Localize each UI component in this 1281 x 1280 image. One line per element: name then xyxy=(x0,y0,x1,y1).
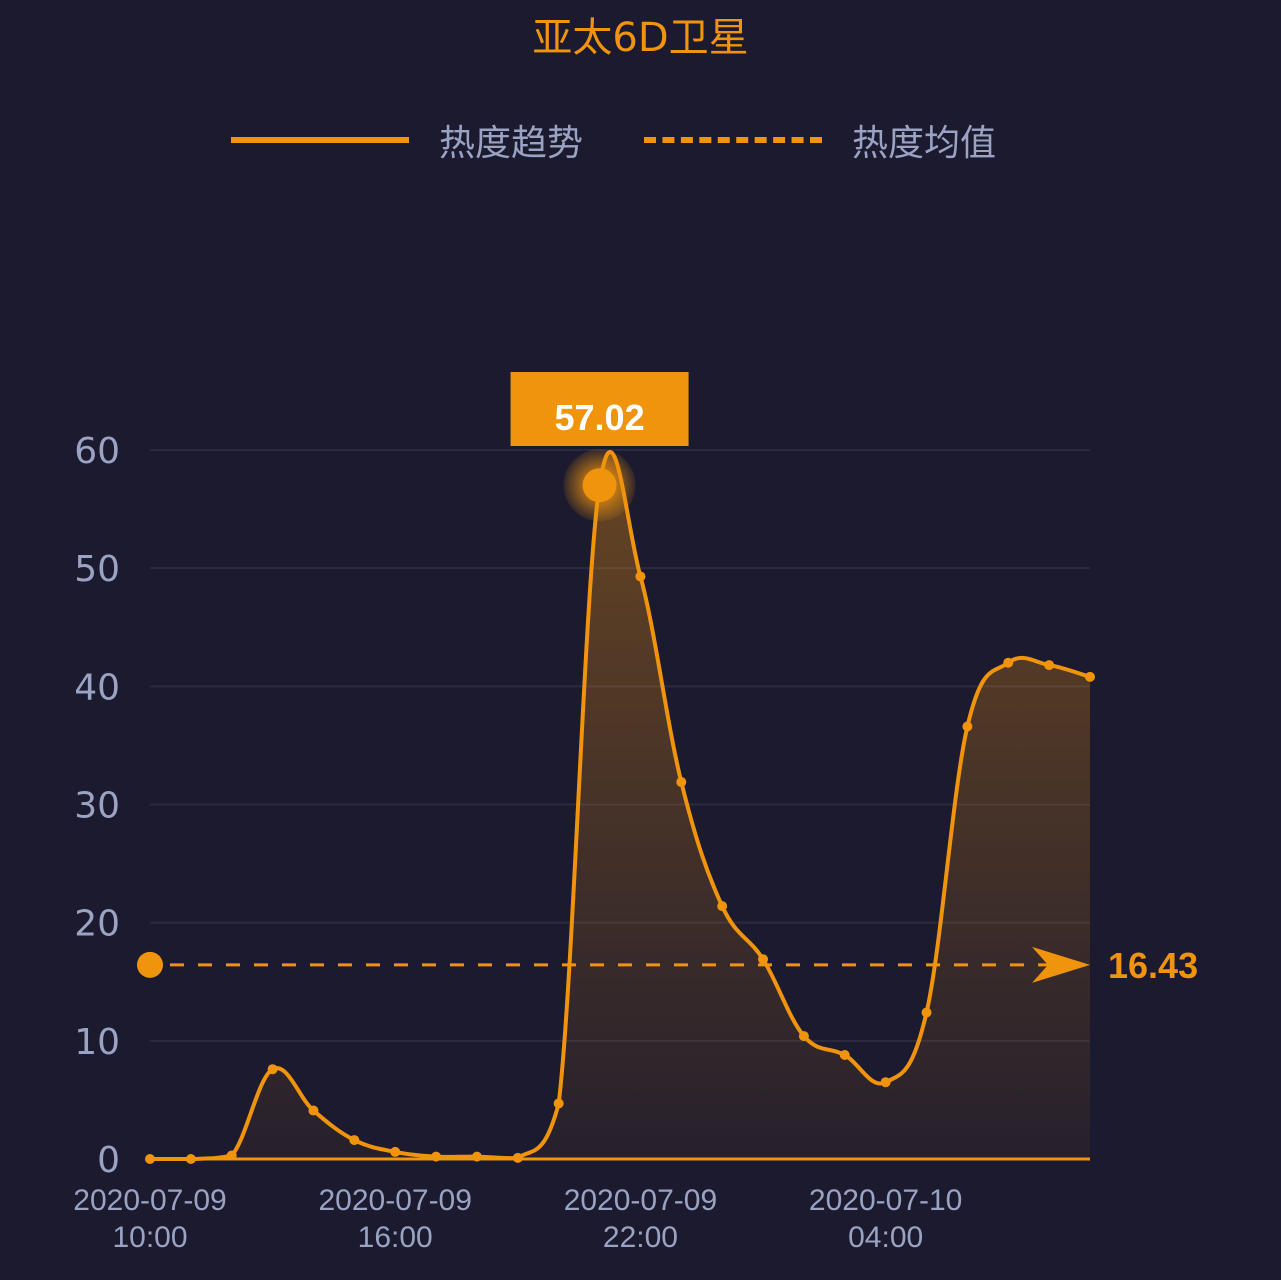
y-tick-label: 10 xyxy=(74,1022,120,1063)
data-point[interactable] xyxy=(962,721,973,732)
x-tick-date: 2020-07-09 xyxy=(564,1184,717,1217)
data-point[interactable] xyxy=(512,1152,523,1163)
area-fill xyxy=(150,451,1090,1159)
y-tick-label: 40 xyxy=(74,667,120,708)
average-line-group: 16.43 xyxy=(137,945,1198,986)
x-tick-date: 2020-07-10 xyxy=(809,1184,962,1217)
y-tick-label: 0 xyxy=(97,1140,120,1181)
data-point[interactable] xyxy=(1044,660,1055,671)
data-point[interactable] xyxy=(921,1007,932,1018)
y-tick-label: 60 xyxy=(74,431,120,472)
y-axis-ticks: 0 10 20 30 40 50 60 xyxy=(74,431,120,1181)
solid-line-icon xyxy=(231,137,409,143)
arrow-right-icon xyxy=(1032,946,1090,983)
data-point[interactable] xyxy=(226,1150,237,1161)
peak-label-box xyxy=(510,372,689,446)
x-tick-date: 2020-07-09 xyxy=(318,1184,471,1217)
x-tick-date: 2020-07-09 xyxy=(73,1184,226,1217)
dashed-line-icon xyxy=(644,137,822,143)
x-tick-time: 22:00 xyxy=(603,1221,678,1254)
y-tick-label: 50 xyxy=(74,549,120,590)
chart-title: 亚太6D卫星 xyxy=(532,15,749,61)
peak-value-label: 57.02 xyxy=(555,397,645,438)
data-point[interactable] xyxy=(145,1154,155,1164)
y-tick-label: 20 xyxy=(74,904,120,945)
peak-dot[interactable] xyxy=(582,468,617,503)
data-point[interactable] xyxy=(1085,671,1095,682)
data-point[interactable] xyxy=(553,1098,564,1109)
legend-label-average: 热度均值 xyxy=(852,123,997,164)
data-point[interactable] xyxy=(635,571,646,582)
average-value-label: 16.43 xyxy=(1108,945,1198,986)
data-point[interactable] xyxy=(308,1105,319,1116)
legend-item-average[interactable]: 热度均值 xyxy=(644,110,996,170)
data-point[interactable] xyxy=(267,1064,278,1075)
legend-label-trend: 热度趋势 xyxy=(439,123,584,164)
data-point[interactable] xyxy=(390,1146,401,1157)
x-axis-ticks: 2020-07-09 10:00 2020-07-09 16:00 2020-07-09… xyxy=(73,1184,962,1254)
data-point[interactable] xyxy=(676,777,687,788)
data-point[interactable] xyxy=(798,1031,809,1042)
data-point[interactable] xyxy=(471,1151,482,1162)
legend-item-trend[interactable]: 热度趋势 xyxy=(231,110,583,170)
legend: 热度趋势 热度均值 xyxy=(0,110,1281,170)
x-tick-time: 16:00 xyxy=(358,1221,433,1254)
x-tick-time: 04:00 xyxy=(848,1221,923,1254)
x-tick-time: 10:00 xyxy=(112,1221,187,1254)
data-point[interactable] xyxy=(349,1135,360,1146)
peak-marker[interactable]: 57.02 xyxy=(510,372,689,522)
data-point[interactable] xyxy=(717,901,728,912)
data-point[interactable] xyxy=(431,1151,442,1162)
average-start-dot xyxy=(137,951,163,978)
data-point[interactable] xyxy=(839,1050,850,1061)
data-point[interactable] xyxy=(880,1077,891,1088)
y-tick-label: 30 xyxy=(74,786,120,827)
data-point[interactable] xyxy=(758,954,769,965)
data-point[interactable] xyxy=(185,1154,196,1164)
data-point[interactable] xyxy=(1003,657,1014,668)
